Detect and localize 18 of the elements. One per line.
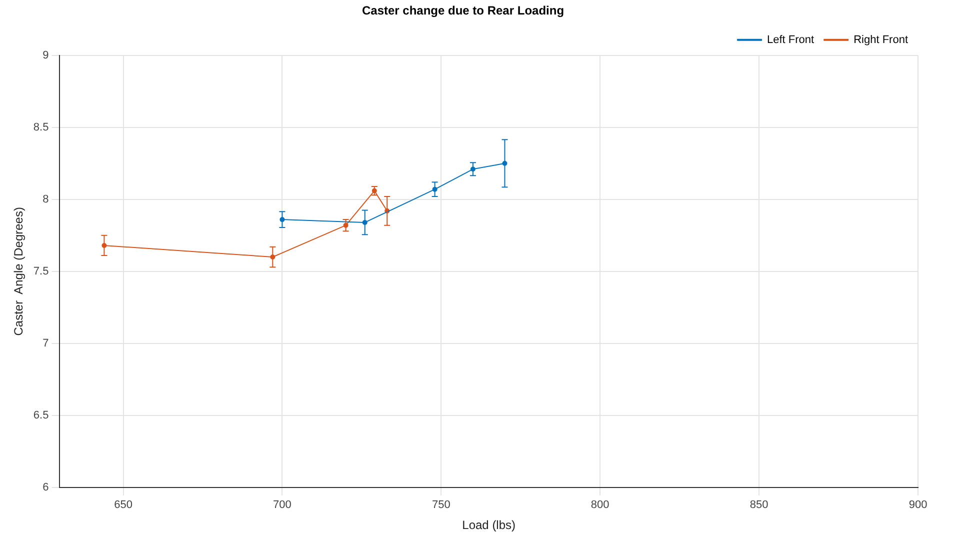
x-tick-label: 700 <box>273 499 292 512</box>
x-tick-label: 750 <box>432 499 450 512</box>
chart-title: Caster change due to Rear Loading <box>362 4 564 18</box>
legend-label: Right Front <box>854 34 908 46</box>
y-tick-label: 9 <box>42 49 49 62</box>
x-tick-label: 900 <box>908 499 928 512</box>
legend-label: Left Front <box>767 34 814 46</box>
x-tick-label: 650 <box>114 499 132 512</box>
y-tick-label: 6.5 <box>33 409 49 422</box>
x-axis-title: Load (lbs) <box>462 518 516 532</box>
x-tick-label: 800 <box>590 499 610 512</box>
y-tick-label: 6 <box>42 481 49 494</box>
y-tick-label: 7 <box>42 337 49 350</box>
y-tick-label: 8.5 <box>33 121 49 134</box>
y-tick-label: 8 <box>42 193 49 206</box>
y-tick-label: 7.5 <box>33 265 49 278</box>
x-tick-label: 850 <box>750 499 768 512</box>
y-axis-title: Caster Angle (Degrees) <box>12 207 26 336</box>
